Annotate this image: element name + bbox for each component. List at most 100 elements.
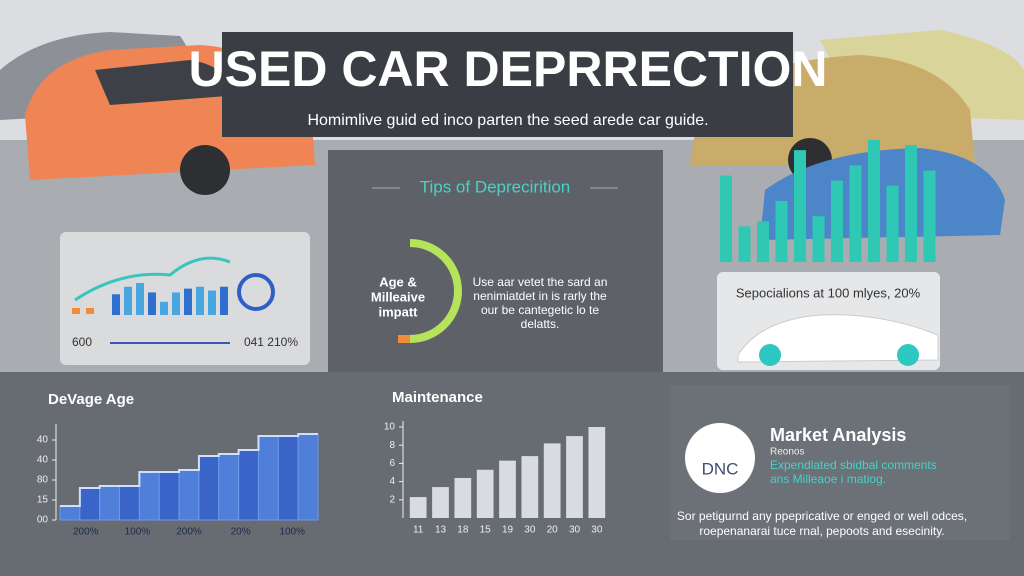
- x-tick-label: 100%: [125, 527, 151, 538]
- teal-bar: [868, 140, 880, 262]
- x-tick-label: 200%: [176, 527, 202, 538]
- bar: [238, 449, 259, 521]
- teal-bar: [923, 170, 936, 262]
- x-tick-label: 30: [569, 525, 581, 536]
- bar: [499, 460, 516, 518]
- teal-bar: [886, 185, 899, 262]
- mini-bar: [136, 283, 144, 315]
- mini-bar: [160, 301, 168, 315]
- y-tick-label: 80: [37, 475, 49, 486]
- bar: [257, 435, 279, 521]
- y-tick-label: 6: [389, 458, 395, 469]
- right-caption: Sepocialions at 100 mlyes, 20%: [736, 285, 921, 300]
- teal-bar: [720, 175, 732, 262]
- wheel: [180, 145, 230, 195]
- mini-marker: [86, 308, 94, 314]
- teal-bar: [812, 216, 825, 262]
- market-line: ans Milleaoe i matiog.: [770, 472, 886, 486]
- bar: [277, 435, 299, 521]
- trend-curve: [74, 256, 231, 302]
- y-tick-label: 2: [389, 494, 395, 505]
- x-tick-label: 15: [480, 525, 492, 536]
- bar: [218, 453, 240, 521]
- subtitle: Homimlive guid ed inco parten the seed a…: [307, 112, 708, 129]
- bar: [158, 471, 180, 521]
- mini-bar: [208, 290, 216, 315]
- x-tick-label: 11: [413, 525, 424, 536]
- teal-bar: [831, 180, 843, 262]
- tips-text: nenimiatdet in is rarly the: [473, 289, 607, 303]
- gauge-label: Milleaive: [371, 289, 425, 304]
- tips-panel: [328, 150, 663, 372]
- x-tick-label: 30: [524, 525, 536, 536]
- bar: [566, 436, 583, 518]
- market-footer: Sor petigurnd any ppepricative or enged …: [677, 509, 967, 523]
- teal-bar: [849, 165, 862, 262]
- bar: [138, 471, 160, 521]
- teal-bar: [738, 226, 751, 262]
- chart-title: DeVage Age: [48, 391, 134, 408]
- header-box: [222, 32, 793, 137]
- mini-bar: [172, 292, 180, 315]
- bar: [409, 497, 427, 518]
- x-tick-label: 100%: [279, 527, 305, 538]
- gauge-label: impatt: [379, 304, 419, 319]
- gauge: [409, 239, 462, 343]
- y-tick-label: 40: [37, 455, 49, 466]
- mini-bar: [112, 294, 120, 315]
- bar: [198, 455, 220, 521]
- bar: [178, 469, 200, 521]
- left-label: 600: [72, 335, 92, 349]
- y-tick-label: 00: [37, 515, 49, 526]
- x-tick-label: 20%: [231, 527, 251, 538]
- mini-bar: [124, 286, 132, 315]
- chart-title: Maintenance: [392, 389, 483, 406]
- bar: [79, 487, 101, 521]
- y-tick-label: 15: [37, 495, 49, 506]
- tips-text: Use aar vetet the sard an: [473, 275, 608, 289]
- tips-title: Tips of Deprecirition: [420, 177, 571, 196]
- teal-bar: [775, 201, 788, 262]
- market-subtitle: Reonos: [770, 447, 804, 458]
- wheel: [897, 344, 919, 366]
- teal-bar: [757, 221, 769, 262]
- y-tick-label: 10: [384, 422, 396, 433]
- teal-bar: [905, 145, 917, 262]
- market-footer: roepenanarai tuce rnal, pepoots and esec…: [699, 524, 944, 538]
- bar: [59, 505, 81, 521]
- mini-bar: [148, 292, 156, 315]
- logo-circle: [685, 423, 755, 493]
- bar: [99, 485, 121, 521]
- bar: [543, 443, 561, 518]
- bar: [476, 469, 494, 518]
- x-tick-label: 13: [435, 525, 447, 536]
- wheel: [759, 344, 781, 366]
- market-line: Expendlated sbidbal comments: [770, 458, 937, 472]
- y-tick-label: 8: [389, 440, 395, 451]
- bar: [297, 433, 319, 521]
- car-window: [95, 60, 240, 105]
- bar: [432, 487, 449, 518]
- x-tick-label: 20: [547, 525, 559, 536]
- bar: [588, 427, 606, 518]
- right-label: 041 210%: [244, 335, 298, 349]
- logo: DNC: [702, 459, 739, 478]
- title: USED CAR DEPRRECTION: [189, 41, 828, 97]
- gauge-label: Age &: [379, 274, 417, 289]
- bar: [119, 485, 140, 521]
- step-line: [60, 433, 318, 507]
- tips-text: our be cantegetic lo te: [481, 303, 599, 317]
- white-car: [737, 314, 939, 363]
- mini-bar: [184, 288, 192, 315]
- tips-text: delatts.: [521, 317, 560, 331]
- x-tick-label: 19: [502, 525, 514, 536]
- mini-bar: [196, 286, 204, 315]
- teal-bar: [794, 150, 806, 262]
- bar: [454, 477, 472, 518]
- x-tick-label: 18: [457, 525, 469, 536]
- y-tick-label: 4: [389, 476, 395, 487]
- mini-marker: [72, 308, 80, 314]
- gauge-icon: [237, 273, 275, 311]
- x-tick-label: 200%: [73, 527, 99, 538]
